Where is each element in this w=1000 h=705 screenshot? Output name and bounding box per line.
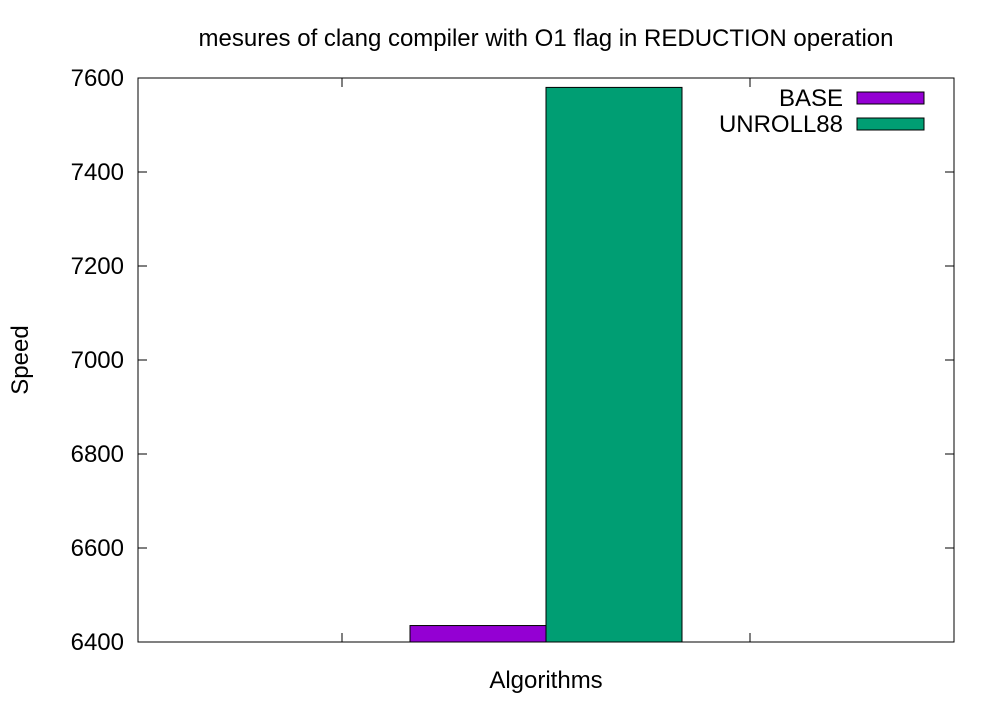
- y-tick-label: 7400: [71, 159, 124, 186]
- legend-swatch-base: [856, 91, 925, 105]
- bar-base: [409, 625, 547, 643]
- y-axis-label: Speed: [7, 325, 34, 394]
- x-axis-label: Algorithms: [489, 667, 602, 694]
- y-tick-label: 7600: [71, 65, 124, 92]
- legend-label-unroll88: UNROLL88: [719, 111, 843, 138]
- bar-unroll88: [545, 86, 683, 643]
- y-tick-label: 7000: [71, 347, 124, 374]
- chart-title: mesures of clang compiler with O1 flag i…: [199, 25, 894, 52]
- y-tick-label: 6600: [71, 535, 124, 562]
- y-tick-label: 6800: [71, 441, 124, 468]
- y-tick-label: 6400: [71, 629, 124, 656]
- plot-frame: [137, 77, 955, 643]
- legend-label-base: BASE: [779, 85, 843, 112]
- bars: [409, 86, 683, 643]
- y-axis-ticks: 6400 6600 6800 7000 7200 7400 7600: [71, 65, 954, 656]
- legend-swatch-unroll88: [856, 117, 925, 131]
- y-tick-label: 7200: [71, 253, 124, 280]
